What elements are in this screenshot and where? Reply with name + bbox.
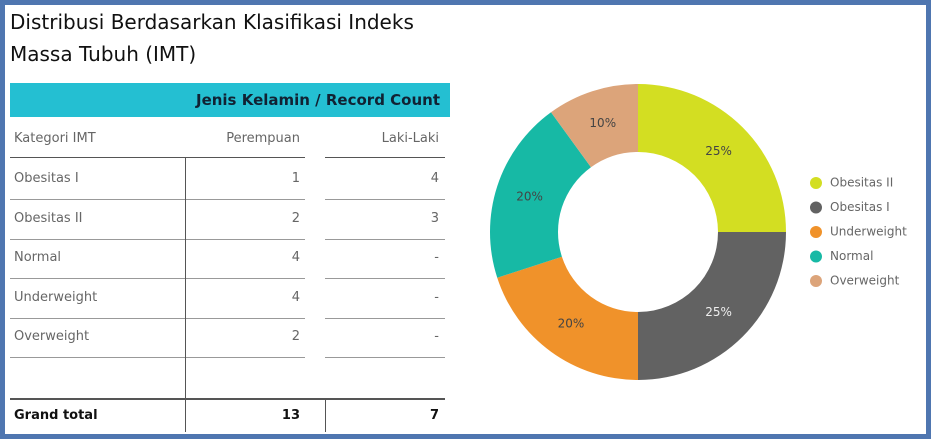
rule (185, 157, 305, 158)
table-cell: 13 (281, 408, 300, 423)
rule (10, 157, 185, 158)
legend-swatch (810, 275, 822, 287)
slice (638, 232, 786, 380)
table-cell: Normal (14, 250, 62, 265)
legend-swatch (810, 226, 822, 238)
table-cell: 1 (291, 171, 300, 186)
rule (325, 400, 326, 432)
rule (325, 357, 445, 358)
rule (185, 158, 186, 398)
table-cell: 4 (291, 250, 300, 265)
legend-swatch (810, 201, 822, 214)
table-cell: Obesitas II (14, 210, 83, 226)
table-cell: - (434, 329, 439, 344)
table-cell: 3 (430, 210, 439, 226)
table-cell: Laki-Laki (381, 131, 439, 146)
legend-swatch (810, 250, 822, 263)
rule (325, 199, 445, 200)
slice-label: 20% (516, 189, 543, 203)
rule (10, 239, 185, 240)
slice (638, 84, 786, 232)
rule (185, 357, 305, 358)
table-cell: 2 (291, 210, 300, 226)
table-cell: Obesitas I (14, 171, 79, 186)
rule (325, 157, 445, 158)
slice-label: 20% (558, 317, 585, 331)
rule (185, 199, 305, 200)
table-cell: Kategori IMT (14, 131, 96, 146)
rule (185, 318, 305, 319)
table-cell: Perempuan (226, 131, 300, 146)
slice (497, 256, 638, 380)
rule (10, 278, 185, 279)
rule (10, 318, 185, 319)
rule (185, 400, 186, 432)
rule (10, 357, 185, 358)
rule (185, 278, 305, 279)
legend-swatch (810, 177, 822, 189)
slice-label: 10% (589, 116, 616, 130)
slice (489, 112, 591, 278)
table-cell: - (434, 250, 439, 265)
rule (10, 199, 185, 200)
legend-label: Obesitas I (830, 200, 890, 214)
title: Massa Tubuh (IMT) (10, 42, 197, 66)
group-header: Jenis Kelamin / Record Count (195, 91, 440, 109)
table-cell: Grand total (14, 408, 98, 423)
slice-label: 25% (705, 144, 732, 158)
rule (325, 278, 445, 279)
rule (325, 239, 445, 240)
table-cell: 7 (429, 408, 439, 423)
legend-label: Obesitas II (830, 176, 893, 190)
rule (10, 398, 445, 400)
table-cell: Overweight (14, 329, 90, 344)
title: Distribusi Berdasarkan Klasifikasi Indek… (10, 10, 414, 34)
table-cell: 4 (291, 289, 300, 305)
slice (551, 84, 638, 168)
group-header-bar (10, 83, 450, 117)
legend-label: Normal (830, 249, 873, 263)
slice-label: 25% (705, 305, 732, 319)
rule (325, 318, 445, 319)
table-cell: 4 (430, 171, 439, 186)
legend-label: Overweight (830, 274, 900, 288)
table-cell: - (434, 289, 439, 305)
table-cell: 2 (291, 329, 300, 344)
table-cell: Underweight (14, 289, 98, 305)
rule (185, 239, 305, 240)
legend-label: Underweight (830, 225, 907, 239)
